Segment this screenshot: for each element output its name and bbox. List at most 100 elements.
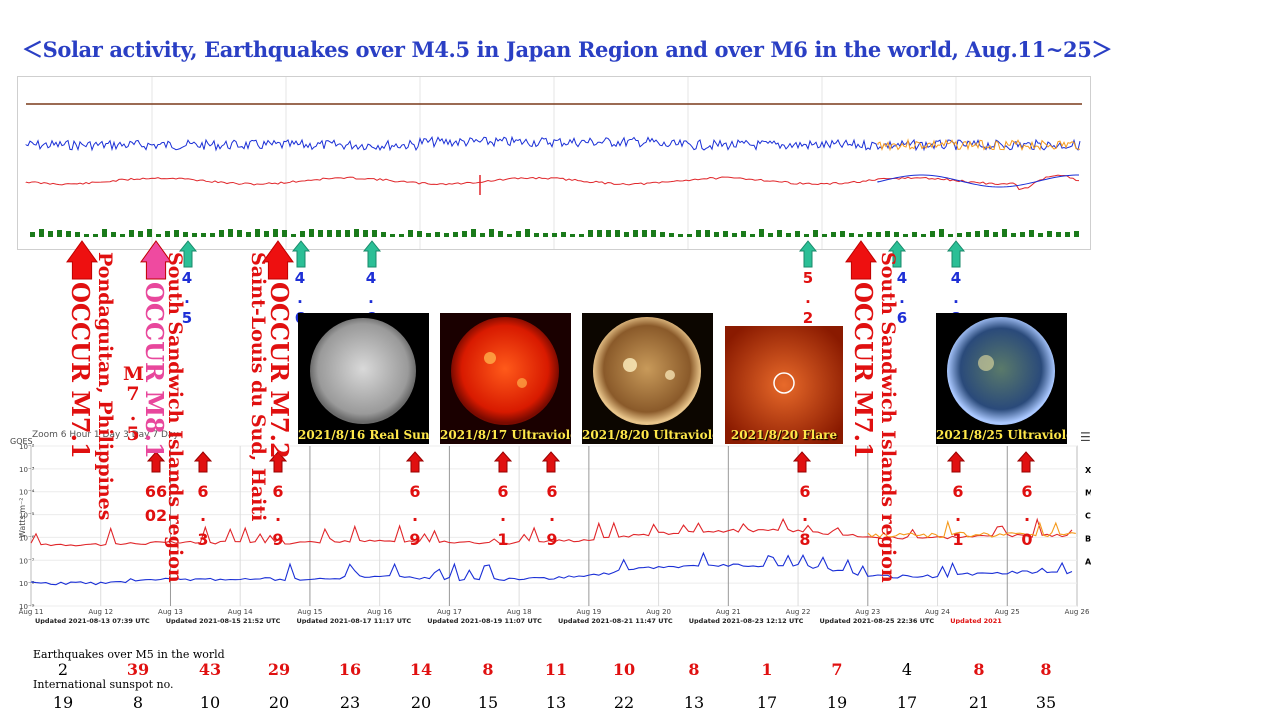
updated-label: Updated 2021-08-15 21:52 UTC — [166, 617, 281, 624]
x-tick-label: Aug 23 — [855, 608, 880, 616]
kp-bar — [381, 232, 386, 237]
x-tick-label: Aug 17 — [437, 608, 462, 616]
magnetometer-line-2 — [877, 174, 1080, 188]
xray-series-orange — [867, 519, 1076, 539]
menu-icon[interactable]: ☰ — [1080, 430, 1091, 444]
xray-mark-label: 6.3 — [197, 482, 209, 549]
page-title: ＜Solar activity, Earthquakes over M4.5 i… — [22, 37, 1113, 62]
y-tick-label: 10⁻⁹ — [19, 603, 35, 611]
occur-label-m71-philippines: OCCUR M7.1 — [66, 282, 95, 459]
kp-bar — [444, 233, 449, 237]
kp-bar — [633, 230, 638, 237]
earthquakes-label: Earthquakes over M5 in the world — [33, 648, 225, 661]
x-tick-label: Aug 21 — [716, 608, 741, 616]
sunspot-number: 19 — [52, 693, 74, 712]
kp-bar — [849, 233, 854, 237]
kp-bar — [417, 231, 422, 237]
kp-bar — [372, 230, 377, 237]
sunspot-number: 13 — [545, 693, 567, 712]
xray-mark-label: 6.9 — [546, 482, 558, 549]
x-tick-label: Aug 15 — [298, 608, 323, 616]
kp-bar — [858, 234, 863, 237]
kp-bar — [93, 234, 98, 237]
kp-bar — [111, 232, 116, 237]
earthquake-count: 10 — [612, 660, 636, 679]
kp-bar — [84, 234, 89, 237]
y-tick-label: 10⁻⁷ — [19, 557, 35, 565]
sun-image-uv-825: 2021/8/25 Ultraviolet — [936, 313, 1067, 444]
kp-bar — [1065, 232, 1070, 237]
kp-bar — [714, 232, 719, 237]
location-haiti: Saint-Louis du Sud, Haiti — [247, 252, 269, 522]
kp-bar — [201, 233, 206, 237]
kp-bar — [354, 229, 359, 237]
sun-caption: 2021/8/17 Ultraviolet — [440, 428, 571, 442]
earthquake-count: 29 — [267, 660, 291, 679]
location-south-sandwich-1: South Sandwich Islands region — [164, 252, 186, 583]
x-tick-label: Aug 14 — [228, 608, 253, 616]
green-mark-label: 5.2 — [802, 269, 814, 327]
kp-bar — [183, 232, 188, 237]
kp-bar — [66, 231, 71, 237]
kp-bar — [939, 229, 944, 237]
sunspot-number: 13 — [683, 693, 705, 712]
xray-mark-label: 66 02 — [144, 482, 168, 525]
kp-bar — [264, 231, 269, 237]
kp-bar — [750, 234, 755, 237]
earthquake-count: 11 — [544, 660, 568, 679]
zoom-controls[interactable]: Zoom 6 Hour 1 Day 3 Day 7 Day — [32, 430, 179, 440]
sunspot-number: 10 — [199, 693, 221, 712]
x-tick-label: Aug 22 — [786, 608, 811, 616]
x-tick-label: Aug 24 — [925, 608, 950, 616]
kp-bar — [300, 231, 305, 237]
earthquake-count: 39 — [126, 660, 150, 679]
location-south-sandwich-2: South Sandwich Islands region — [877, 252, 899, 583]
kp-bar — [219, 230, 224, 237]
kp-bar — [327, 230, 332, 237]
kp-bar — [678, 234, 683, 237]
class-label: C — [1085, 512, 1091, 521]
kp-bar — [498, 231, 503, 237]
kp-bar — [174, 230, 179, 237]
sunspot-number: 20 — [268, 693, 290, 712]
earthquake-count: 16 — [338, 660, 362, 679]
xray-mark-label: 6.9 — [409, 482, 421, 549]
kp-bar — [723, 231, 728, 237]
kp-bar — [777, 230, 782, 237]
kp-bar — [642, 230, 647, 237]
kp-bar — [687, 234, 692, 237]
earthquake-count: 14 — [409, 660, 433, 679]
kp-bar — [912, 232, 917, 237]
kp-bar — [237, 230, 242, 237]
kp-bar — [309, 229, 314, 237]
y-tick-label: 10⁻³ — [19, 466, 35, 474]
kp-bar — [921, 234, 926, 237]
sunspot-number: 35 — [1035, 693, 1057, 712]
occur-label-m81: OCCUR M8.1 — [140, 282, 169, 459]
kp-bar — [291, 234, 296, 237]
kp-bar — [282, 230, 287, 237]
kp-bar — [399, 234, 404, 237]
y-tick-label: 10⁻² — [19, 443, 35, 451]
kp-bar — [435, 232, 440, 237]
kp-bar — [975, 231, 980, 237]
kp-bar — [615, 230, 620, 237]
y-tick-label: 10⁻⁶ — [19, 534, 35, 542]
x-tick-label: Aug 18 — [507, 608, 532, 616]
x-tick-label: Aug 11 — [19, 608, 44, 616]
y-tick-label: 10⁻⁴ — [19, 489, 35, 497]
kp-bar — [867, 232, 872, 237]
sunspot-number: 17 — [896, 693, 918, 712]
earthquake-count: 8 — [973, 660, 985, 679]
kp-bar — [831, 232, 836, 237]
sun-caption: 2021/8/16 Real Sunspot — [298, 428, 429, 442]
earthquake-count: 8 — [482, 660, 494, 679]
xray-mark-label: 6.8 — [799, 482, 811, 549]
occur-label-m72-haiti: OCCUR M7.2 — [265, 282, 294, 459]
earthquake-count: 7 — [831, 660, 843, 679]
sun-image-real-sunspot: 2021/8/16 Real Sunspot — [298, 313, 429, 444]
kp-bar — [471, 229, 476, 237]
kp-bar — [669, 233, 674, 237]
kp-bar — [102, 229, 107, 237]
goes-particle-panel — [17, 76, 1091, 250]
